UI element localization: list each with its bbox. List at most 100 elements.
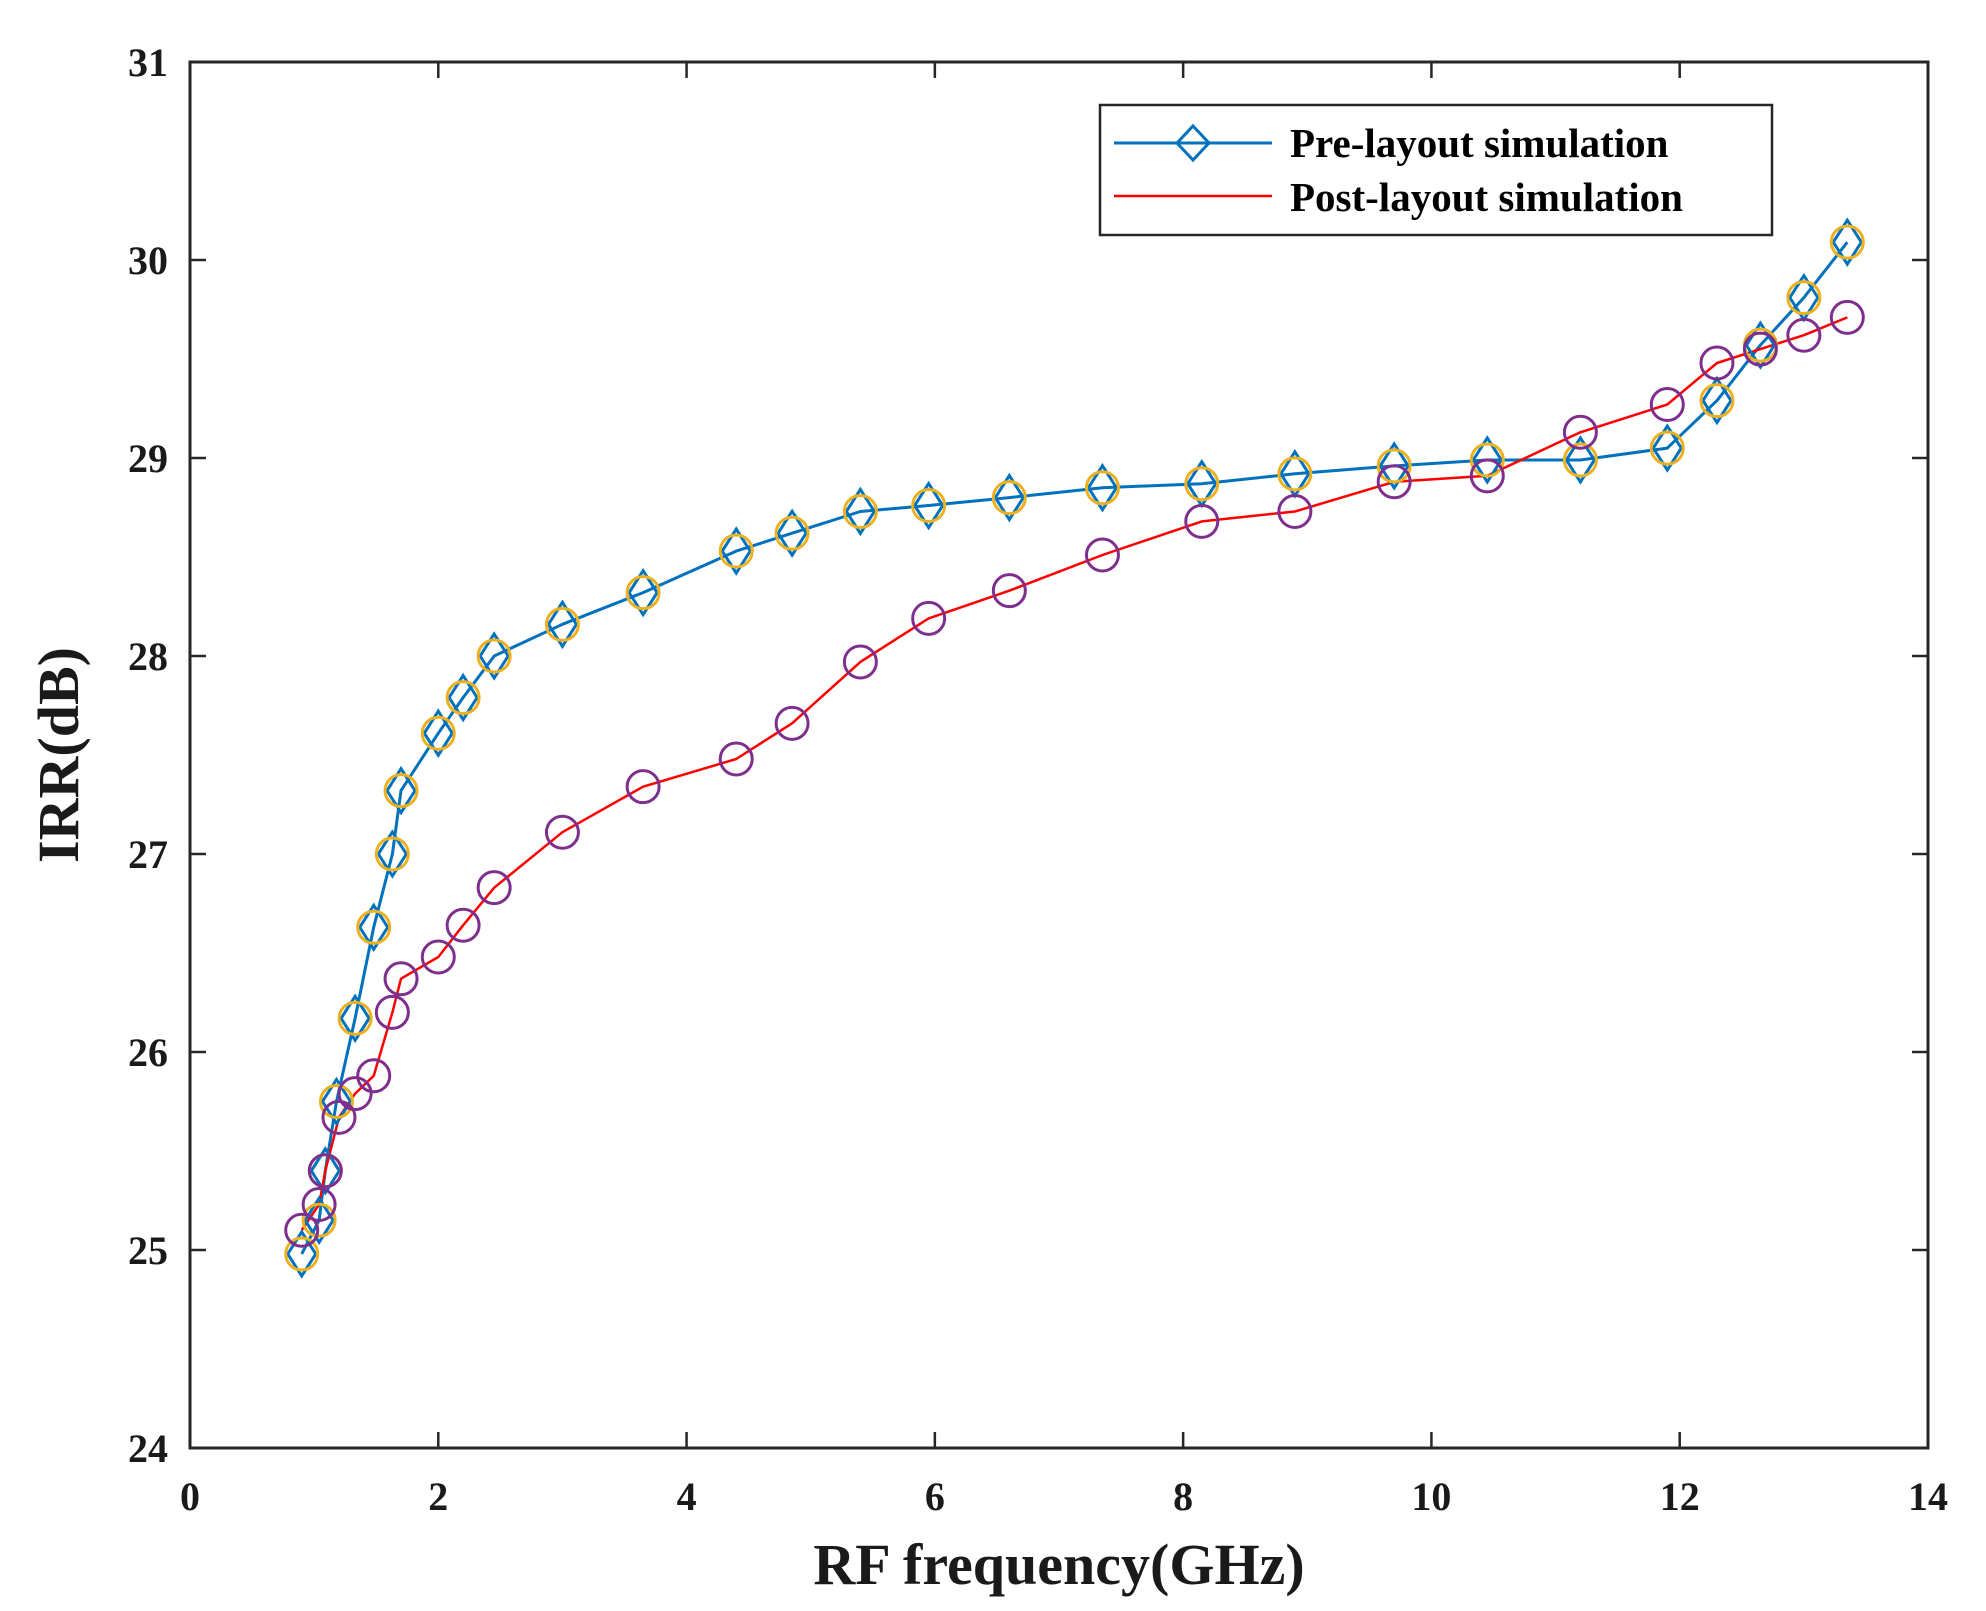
data-point-diamond: [1651, 423, 1684, 473]
data-point-diamond: [993, 472, 1026, 523]
data-point-circle: [420, 715, 456, 751]
x-tick-label: 10: [1411, 1474, 1451, 1519]
data-point-circle: [337, 1000, 373, 1036]
data-point-circle: [383, 961, 419, 997]
data-point-circle: [544, 814, 580, 850]
data-point-circle: [356, 909, 392, 945]
data-point-diamond: [912, 480, 945, 531]
data-point-diamond: [627, 567, 659, 618]
data-point-diamond: [357, 902, 390, 953]
data-point-diamond: [776, 508, 808, 559]
data-point-circle: [374, 836, 410, 872]
data-point-diamond: [720, 526, 753, 576]
legend-label-pre-layout: Pre-layout simulation: [1290, 120, 1669, 166]
x-axis-ticks: 0 2 4 6 8 10 12 14: [180, 62, 1948, 1519]
data-point-circle: [1469, 458, 1505, 494]
data-point-circle: [774, 515, 810, 551]
data-point-circle: [1649, 387, 1685, 423]
data-point-circle: [1184, 466, 1220, 502]
data-point-circle: [445, 907, 481, 943]
data-point-circle: [356, 1058, 392, 1094]
legend-box: [1098, 103, 1774, 237]
x-tick-label: 2: [428, 1474, 448, 1519]
data-point-diamond: [320, 1076, 353, 1127]
data-point-diamond: [422, 708, 455, 759]
data-point-diamond: [1378, 441, 1410, 491]
y-tick-label: 29: [128, 436, 168, 481]
data-point-circle: [476, 870, 512, 906]
legend-marker-pre-layout: [1174, 123, 1212, 163]
data-point-circle: [321, 1099, 357, 1135]
x-tick-label: 6: [925, 1474, 945, 1519]
x-tick-label: 0: [180, 1474, 200, 1519]
series-line-pre-layout: [300, 241, 1849, 1255]
data-point-circle: [774, 705, 810, 741]
data-point-diamond: [1086, 462, 1119, 513]
x-axis-title: RF frequency(GHz): [813, 1532, 1304, 1597]
data-point-circle: [1277, 456, 1313, 492]
data-point-diamond: [1564, 435, 1597, 485]
y-axis-title: IRR(dB): [26, 647, 91, 863]
data-point-circle: [911, 488, 947, 524]
data-point-circle: [991, 480, 1027, 516]
data-point-diamond: [376, 829, 409, 879]
data-point-circle: [718, 741, 754, 777]
markers-post-layout: [284, 299, 1865, 1248]
data-point-diamond: [309, 1146, 342, 1196]
data-point-circle: [1562, 414, 1598, 450]
data-point-circle: [374, 994, 410, 1030]
data-point-circle: [1829, 224, 1865, 260]
x-tick-label: 12: [1660, 1474, 1700, 1519]
data-point-circle: [1699, 383, 1735, 419]
data-point-diamond: [478, 631, 510, 681]
data-point-circle: [307, 1153, 343, 1189]
plot-frame: [188, 60, 1930, 1450]
legend-label-post-layout: Post-layout simulation: [1290, 174, 1683, 220]
data-point-diamond: [1831, 217, 1864, 267]
data-point-circle: [842, 493, 878, 529]
y-tick-label: 30: [128, 238, 168, 283]
data-point-circle: [625, 575, 661, 611]
y-tick-label: 31: [128, 40, 168, 85]
data-point-circle: [544, 606, 580, 642]
data-point-diamond: [1471, 435, 1504, 485]
data-point-circle: [383, 773, 419, 809]
series-layer: [284, 217, 1865, 1279]
y-tick-label: 28: [128, 634, 168, 679]
data-point-circle: [625, 769, 661, 805]
data-point-circle: [1649, 430, 1685, 466]
data-point-diamond: [447, 672, 479, 723]
data-point-circle: [1742, 331, 1778, 367]
data-point-diamond: [339, 993, 371, 1044]
series-pre-layout: [300, 241, 1849, 1255]
x-tick-label: 14: [1908, 1474, 1948, 1519]
plot-area: [190, 62, 1928, 1448]
data-point-circle: [284, 1236, 320, 1272]
y-tick-label: 25: [128, 1228, 168, 1273]
data-point-circle: [1469, 442, 1505, 478]
data-point-diamond: [385, 765, 417, 816]
data-point-circle: [1829, 299, 1865, 335]
x-tick-label: 4: [677, 1474, 697, 1519]
data-point-diamond: [844, 486, 877, 537]
data-point-circle: [1084, 537, 1120, 573]
legend: Pre-layout simulation Post-layout simula…: [1098, 103, 1774, 237]
data-point-diamond: [546, 599, 579, 650]
data-point-circle: [1786, 317, 1822, 353]
data-point-diamond: [303, 1195, 335, 1246]
y-axis-ticks: 24 25 26 27 28 29 30 31: [128, 40, 1928, 1471]
y-tick-label: 24: [128, 1426, 168, 1471]
data-point-circle: [991, 573, 1027, 609]
data-point-circle: [1562, 442, 1598, 478]
data-point-circle: [1184, 503, 1220, 539]
data-point-circle: [337, 1076, 373, 1112]
data-point-diamond: [1701, 375, 1733, 426]
data-point-circle: [476, 638, 512, 674]
data-point-circle: [301, 1202, 337, 1238]
data-point-circle: [420, 939, 456, 975]
y-tick-label: 27: [128, 832, 168, 877]
data-point-circle: [301, 1186, 337, 1222]
data-point-circle: [1376, 464, 1412, 500]
data-point-circle: [318, 1084, 354, 1119]
